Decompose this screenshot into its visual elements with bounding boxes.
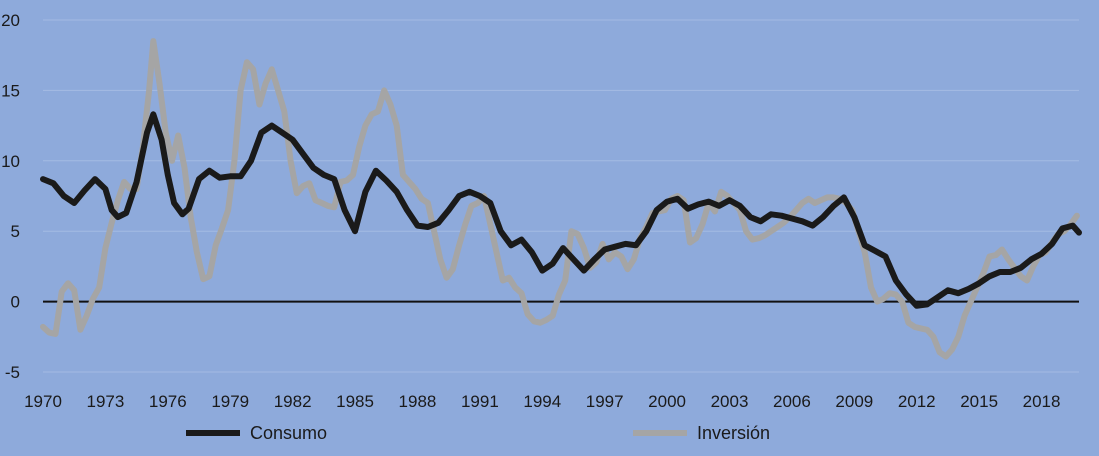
x-tick-label: 2015 xyxy=(960,392,998,411)
x-tick-label: 1982 xyxy=(274,392,312,411)
legend-label-inversion: Inversión xyxy=(697,423,770,443)
y-tick-label: 10 xyxy=(1,152,20,171)
grid-lines xyxy=(43,19,1079,373)
x-tick-label: 2003 xyxy=(711,392,749,411)
y-tick-label: 0 xyxy=(11,293,20,312)
series-line-consumo xyxy=(40,111,1082,309)
y-tick-label: -5 xyxy=(5,363,20,382)
x-tick-label: 1988 xyxy=(399,392,437,411)
series-lines xyxy=(40,38,1082,360)
y-axis-ticks: 20 15 10 5 0 -5 xyxy=(1,11,20,382)
legend-label-consumo: Consumo xyxy=(250,423,327,443)
y-tick-label: 15 xyxy=(1,81,20,100)
x-tick-label: 1991 xyxy=(461,392,499,411)
series-line-inversion xyxy=(40,38,1080,360)
legend: Consumo Inversión xyxy=(186,423,770,443)
x-tick-label: 2018 xyxy=(1023,392,1061,411)
y-tick-label: 5 xyxy=(11,222,20,241)
y-tick-label: 20 xyxy=(1,11,20,30)
x-tick-label: 2000 xyxy=(648,392,686,411)
x-tick-label: 2006 xyxy=(773,392,811,411)
x-tick-label: 1976 xyxy=(149,392,187,411)
x-tick-label: 1970 xyxy=(24,392,62,411)
x-tick-label: 1994 xyxy=(523,392,561,411)
x-axis-ticks: 1970 1973 1976 1979 1982 1985 1988 1991 1994 1997… xyxy=(24,392,1060,411)
x-tick-label: 2012 xyxy=(898,392,936,411)
x-tick-label: 1997 xyxy=(586,392,624,411)
x-tick-label: 1985 xyxy=(336,392,374,411)
x-tick-label: 1979 xyxy=(211,392,249,411)
x-tick-label: 1973 xyxy=(86,392,124,411)
x-tick-label: 2009 xyxy=(835,392,873,411)
